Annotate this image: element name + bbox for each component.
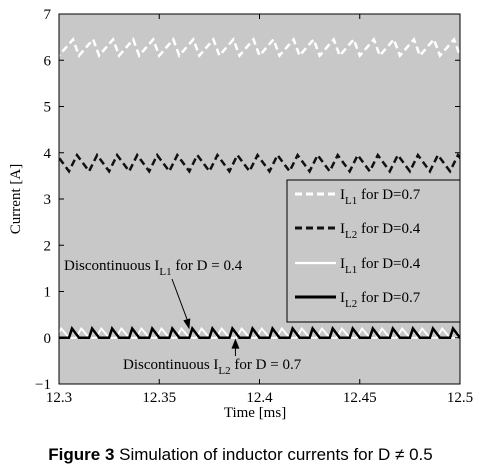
y-tick-label: 3 xyxy=(44,192,52,208)
x-tick-label: 12.3 xyxy=(46,390,72,406)
annotation-arrow-1 xyxy=(171,278,190,326)
y-tick-label: 4 xyxy=(44,146,52,162)
legend-label-1: IL1 for D=0.7 xyxy=(340,187,421,207)
legend-items: IL1 for D=0.7 IL2 for D=0.4 IL1 for D=0.4 I… xyxy=(295,187,421,310)
legend-label-2: IL2 for D=0.4 xyxy=(340,221,421,241)
annotation-arrowhead-1 xyxy=(183,318,191,330)
legend: IL1 for D=0.7 IL2 for D=0.4 IL1 for D=0.4 I… xyxy=(286,179,461,323)
y-tick-label: 0 xyxy=(44,331,52,347)
y-tick-label: −1 xyxy=(35,377,51,393)
annotation-arrowhead-2 xyxy=(231,338,240,349)
series-line-4 xyxy=(59,325,460,340)
x-axis-ticks: 12.3 12.35 12.4 12.45 12.5 xyxy=(46,14,473,406)
annotation-label-1: Discontinuous IL1 for D = 0.4 xyxy=(64,258,243,278)
y-tick-label: 7 xyxy=(44,7,52,23)
x-axis-label: Time [ms] xyxy=(224,405,286,421)
annotations: Discontinuous IL1 for D = 0.4 Discontinuo… xyxy=(64,258,302,377)
series-line-3 xyxy=(59,326,460,339)
y-tick-label: 5 xyxy=(44,100,52,116)
series-line-1 xyxy=(59,36,460,59)
y-tick-label: 6 xyxy=(44,53,52,69)
series-line-2 xyxy=(59,152,460,174)
legend-label-4: IL2 for D=0.7 xyxy=(340,290,421,310)
series-layer xyxy=(59,36,460,340)
x-tick-label: 12.4 xyxy=(246,390,273,406)
y-axis-ticks: −1 0 1 2 3 4 5 6 7 xyxy=(35,7,460,393)
x-tick-label: 12.35 xyxy=(142,390,176,406)
y-tick-label: 1 xyxy=(44,285,52,301)
x-tick-label: 12.5 xyxy=(447,390,473,406)
caption-label: Figure 3 xyxy=(48,445,115,464)
legend-label-3: IL1 for D=0.4 xyxy=(340,256,421,276)
figure-caption: Figure 3 Simulation of inductor currents… xyxy=(0,445,481,465)
y-tick-label: 2 xyxy=(44,238,52,254)
caption-text: Simulation of inductor currents for D ≠ … xyxy=(114,445,433,464)
x-tick-label: 12.45 xyxy=(343,390,377,406)
annotation-label-2: Discontinuous IL2 for D = 0.7 xyxy=(123,357,302,377)
y-axis-label: Current [A] xyxy=(8,164,24,234)
